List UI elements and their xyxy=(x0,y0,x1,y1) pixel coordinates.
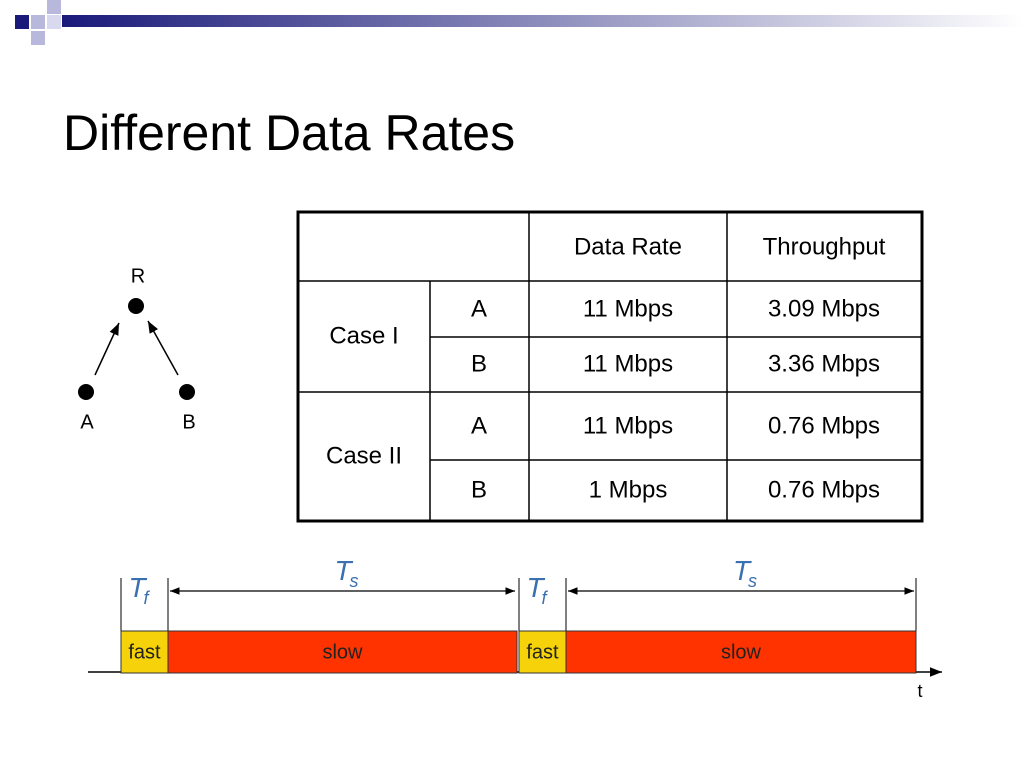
cell: 3.09 Mbps xyxy=(768,295,880,322)
node-label: R xyxy=(131,265,145,287)
cell: B xyxy=(471,350,487,377)
interval-symbol: T xyxy=(129,572,148,603)
interval-symbol: T xyxy=(335,555,354,586)
interval-subscript: f xyxy=(144,588,151,608)
interval-bar xyxy=(565,630,917,674)
interval-bar xyxy=(120,630,169,674)
cell: A xyxy=(471,295,487,322)
cell: 11 Mbps xyxy=(583,295,673,322)
timeline: t fast Tf slow Ts fast Tf slow Ts xyxy=(88,555,942,701)
group-label: Case I xyxy=(329,322,398,349)
cell: B xyxy=(471,476,487,503)
topology: R A B xyxy=(78,265,196,433)
cell: 0.76 Mbps xyxy=(768,412,880,439)
cell: 0.76 Mbps xyxy=(768,476,880,503)
corner-decoration xyxy=(15,0,1024,45)
interval-bar xyxy=(167,630,518,674)
interval-symbol: T xyxy=(733,555,752,586)
slide-title: Different Data Rates xyxy=(63,105,515,161)
cell: 3.36 Mbps xyxy=(768,350,880,377)
interval-subscript: s xyxy=(350,571,359,591)
cell: A xyxy=(471,412,487,439)
interval-subscript: s xyxy=(748,571,757,591)
cell: 11 Mbps xyxy=(583,412,673,439)
header-cell: Throughput xyxy=(763,233,886,260)
node-label: A xyxy=(80,411,94,433)
cell: 11 Mbps xyxy=(583,350,673,377)
cell: 1 Mbps xyxy=(589,476,668,503)
interval-bar xyxy=(518,630,567,674)
group-label: Case II xyxy=(326,442,402,469)
interval-label: slow xyxy=(721,641,762,663)
interval-symbol: T xyxy=(527,572,546,603)
axis-label: t xyxy=(917,681,922,701)
header-cell: Data Rate xyxy=(574,233,682,260)
interval-label: slow xyxy=(322,641,363,663)
interval-subscript: f xyxy=(542,588,549,608)
interval-label: fast xyxy=(526,641,559,663)
table: Data Rate Throughput Case I A 11 Mbps 3.09 Mb… xyxy=(296,210,924,523)
interval-label: fast xyxy=(128,641,161,663)
node-label: B xyxy=(182,411,195,433)
